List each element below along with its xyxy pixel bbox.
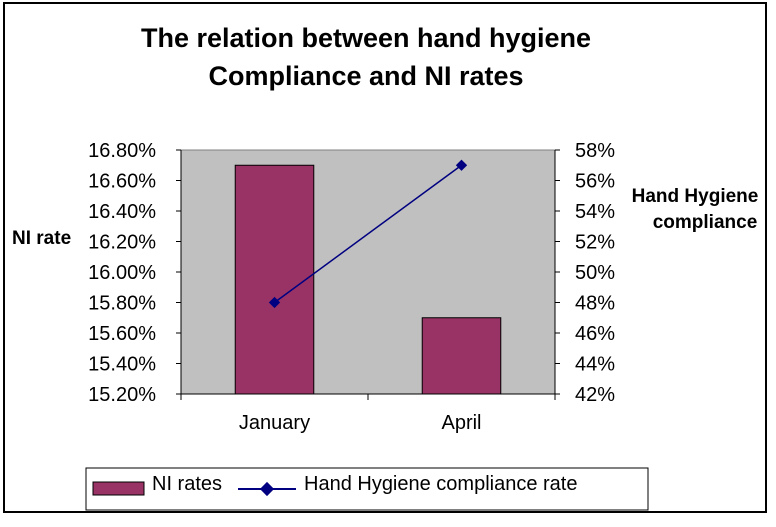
y2-tick-label: 52% <box>575 232 615 254</box>
bar <box>421 317 502 395</box>
x-tick-label: April <box>441 412 481 434</box>
y2-axis-title-line-2: compliance <box>653 212 758 233</box>
x-axis: January April <box>180 393 556 434</box>
legend-label-line: Hand Hygiene compliance rate <box>304 473 578 495</box>
legend-swatch-bar <box>92 481 145 496</box>
bar-series <box>234 164 502 395</box>
line-point <box>268 296 281 309</box>
y-tick-label: 16.40% <box>88 201 156 223</box>
y-tick-label: 16.00% <box>88 262 156 284</box>
chart-title-line-1: The relation between hand hygiene <box>141 23 591 53</box>
y2-tick-label: 46% <box>575 323 615 345</box>
y2-axis-title-line-1: Hand Hygiene <box>632 186 759 207</box>
y-tick-label: 15.80% <box>88 293 156 315</box>
y2-tick-label: 50% <box>575 262 615 284</box>
y2-tick-label: 44% <box>575 354 615 376</box>
y-axis-title: NI rate <box>12 228 71 249</box>
x-tick-label: January <box>239 412 310 434</box>
y2-tick-label: 58% <box>575 140 615 162</box>
y-axis-left: 15.20% 15.40% 15.60% 15.80% 16.00% 16.20% 16.4… <box>88 140 182 406</box>
y-tick-label: 15.20% <box>88 384 156 406</box>
bar <box>234 164 315 395</box>
line-series <box>268 159 468 309</box>
y2-tick-label: 56% <box>575 171 615 193</box>
legend-swatch-marker <box>259 481 275 497</box>
compliance-line <box>274 164 462 304</box>
legend-label-bar: NI rates <box>152 473 222 495</box>
line-point <box>455 159 468 171</box>
y2-tick-label: 54% <box>575 201 615 223</box>
y-tick-label: 16.80% <box>88 140 156 162</box>
y2-tick-label: 48% <box>575 293 615 315</box>
legend <box>85 467 649 511</box>
y-tick-label: 16.60% <box>88 171 156 193</box>
y-tick-label: 16.20% <box>88 232 156 254</box>
y2-tick-label: 42% <box>575 384 615 406</box>
chart-title-line-2: Compliance and NI rates <box>208 61 523 91</box>
y-tick-label: 15.40% <box>88 354 156 376</box>
y-tick-label: 15.60% <box>88 323 156 345</box>
y-axis-right: 42% 44% 46% 48% 50% 52% 54% 56% 58% <box>554 140 615 406</box>
